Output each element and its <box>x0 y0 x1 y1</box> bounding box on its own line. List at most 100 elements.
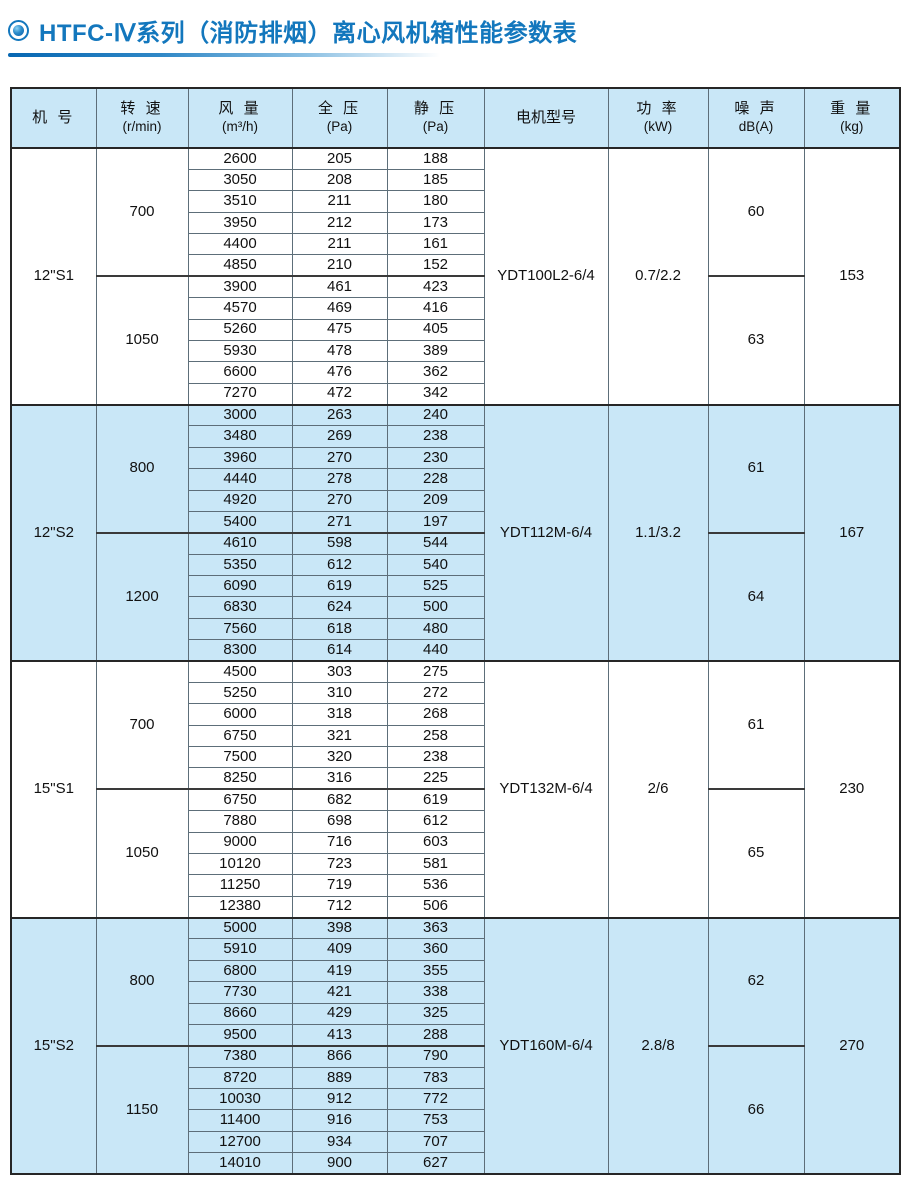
total-pressure-cell: 478 <box>291 339 388 363</box>
power-cell: 1.1/3.2 <box>607 403 709 662</box>
table-row: 12380 712 506 <box>11 895 900 919</box>
airflow-cell: 5910 <box>187 938 293 961</box>
airflow-cell: 4610 <box>187 531 293 555</box>
static-pressure-cell: 238 <box>386 425 485 448</box>
table-row: 1200 4610 598 544 64 <box>11 531 900 662</box>
static-pressure-cell: 627 <box>386 1152 485 1175</box>
airflow-cell: 8720 <box>187 1066 293 1090</box>
noise-cell: 66 <box>707 1044 805 1175</box>
table-row: 12"S2 800 3000 263 240 YDT112M-6/4 1.1/3.2 61 16… <box>10 403 901 662</box>
table-row: 15"S1 700 4500 303 275 YDT132M-6/4 2/6 61 230 <box>10 659 901 918</box>
table-row: 6000 318 268 <box>11 703 900 726</box>
airflow-cell: 3950 <box>187 211 293 235</box>
total-pressure-cell: 270 <box>291 446 388 470</box>
static-pressure-cell: 362 <box>386 361 485 384</box>
total-pressure-cell: 263 <box>291 403 388 427</box>
airflow-cell: 12700 <box>187 1130 293 1154</box>
speed-cell: 700 <box>95 659 189 790</box>
airflow-cell: 5250 <box>187 681 293 705</box>
airflow-cell: 3480 <box>187 425 293 448</box>
static-pressure-cell: 363 <box>386 916 485 940</box>
airflow-cell: 7880 <box>187 810 293 833</box>
motor-model-cell: YDT100L2-6/4 <box>483 147 609 405</box>
table-row: 6800 419 355 <box>11 959 900 983</box>
airflow-cell: 7270 <box>187 382 293 406</box>
airflow-cell: 6090 <box>187 574 293 598</box>
column-header: 全 压 (Pa) <box>291 87 388 149</box>
table-row: 10120 723 581 <box>11 852 900 876</box>
speed-cell: 1200 <box>95 531 189 662</box>
weight-cell: 153 <box>803 147 901 405</box>
weight-cell: 167 <box>803 403 901 662</box>
airflow-cell: 4440 <box>187 468 293 491</box>
power-cell: 2.8/8 <box>607 916 709 1175</box>
total-pressure-cell: 916 <box>291 1109 388 1132</box>
table-row: 4400 211 161 <box>11 232 900 256</box>
airflow-cell: 6830 <box>187 596 293 619</box>
airflow-cell: 7380 <box>187 1044 293 1068</box>
airflow-cell: 3960 <box>187 446 293 470</box>
static-pressure-cell: 272 <box>386 681 485 705</box>
column-header: 电机型号 <box>483 87 609 149</box>
column-header: 噪 声 dB(A) <box>707 87 805 149</box>
table-row: 1050 6750 682 619 65 <box>11 788 900 919</box>
total-pressure-cell: 682 <box>291 788 388 812</box>
static-pressure-cell: 268 <box>386 703 485 726</box>
column-header: 静 压 (Pa) <box>386 87 485 149</box>
model-cell: 15"S1 <box>10 660 97 918</box>
column-header: 转 速 (r/min) <box>95 87 189 149</box>
noise-cell: 61 <box>707 403 805 534</box>
airflow-cell: 8300 <box>187 639 293 662</box>
table-row: 10030 912 772 <box>11 1087 900 1111</box>
static-pressure-cell: 338 <box>386 981 485 1004</box>
total-pressure-cell: 619 <box>291 574 388 598</box>
airflow-cell: 4500 <box>187 659 293 683</box>
table-row: 8720 889 783 <box>11 1066 900 1090</box>
table-row: 9000 716 603 <box>11 831 900 854</box>
total-pressure-cell: 310 <box>291 681 388 705</box>
table-row: 5910 409 360 <box>11 938 900 961</box>
table-row: 1050 3900 461 423 63 <box>11 275 900 406</box>
noise-cell: 61 <box>707 659 805 790</box>
total-pressure-cell: 472 <box>291 382 388 406</box>
table-header: 机 号转 速 (r/min) 风 量 (m³/h) 全 压 (Pa) 静 压 (Pa) 电机型号… <box>10 87 901 149</box>
total-pressure-cell: 212 <box>291 211 388 235</box>
static-pressure-cell: 405 <box>386 318 485 341</box>
column-header: 重 量 (kg) <box>803 87 901 149</box>
table-row: 6090 619 525 <box>11 574 900 598</box>
column-header: 功 率 (kW) <box>607 87 709 149</box>
static-pressure-cell: 500 <box>386 596 485 619</box>
bullet-icon <box>8 20 29 41</box>
static-pressure-cell: 581 <box>386 852 485 876</box>
airflow-cell: 6750 <box>187 788 293 812</box>
speed-cell: 700 <box>95 147 189 277</box>
airflow-cell: 3900 <box>187 275 293 299</box>
total-pressure-cell: 398 <box>291 916 388 940</box>
airflow-cell: 11400 <box>187 1109 293 1132</box>
noise-cell: 64 <box>707 531 805 662</box>
weight-cell: 270 <box>803 916 901 1175</box>
total-pressure-cell: 912 <box>291 1087 388 1111</box>
airflow-cell: 8660 <box>187 1002 293 1025</box>
motor-model-cell: YDT112M-6/4 <box>483 403 609 662</box>
airflow-cell: 5000 <box>187 916 293 940</box>
table-row: 5400 271 197 <box>11 510 900 534</box>
total-pressure-cell: 211 <box>291 232 388 256</box>
static-pressure-cell: 416 <box>386 297 485 320</box>
model-cell: 12"S1 <box>10 147 97 405</box>
static-pressure-cell: 536 <box>386 874 485 897</box>
table-row: 5350 612 540 <box>11 553 900 577</box>
total-pressure-cell: 866 <box>291 1044 388 1068</box>
table-row: 12700 934 707 <box>11 1130 900 1154</box>
total-pressure-cell: 698 <box>291 810 388 833</box>
table-row: 4850 210 152 <box>11 254 900 277</box>
airflow-cell: 3050 <box>187 168 293 192</box>
page-title: HTFC-Ⅳ系列（消防排烟）离心风机箱性能参数表 <box>39 20 578 47</box>
airflow-cell: 4850 <box>187 254 293 277</box>
total-pressure-cell: 321 <box>291 724 388 748</box>
airflow-cell: 6600 <box>187 361 293 384</box>
total-pressure-cell: 614 <box>291 639 388 662</box>
table-row: 7730 421 338 <box>11 981 900 1004</box>
static-pressure-cell: 389 <box>386 339 485 363</box>
total-pressure-cell: 205 <box>291 147 388 170</box>
